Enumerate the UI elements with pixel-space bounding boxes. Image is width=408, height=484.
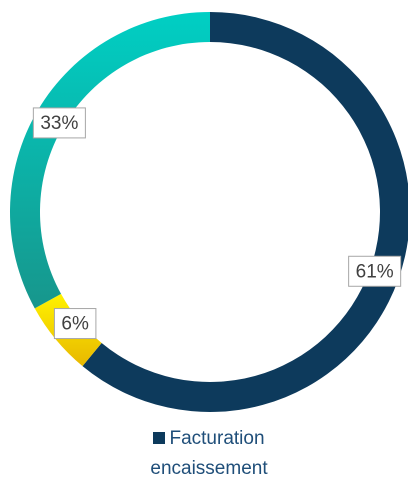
donut-segment <box>10 12 211 309</box>
data-label-box <box>32 107 86 139</box>
legend-item: Facturation encaissement <box>150 428 267 479</box>
data-label: 6% <box>53 308 97 340</box>
data-label-text: 6% <box>61 314 89 335</box>
legend: Facturation encaissement <box>114 424 304 484</box>
data-label-box <box>348 255 402 287</box>
data-label-box <box>53 308 97 340</box>
data-label: 33% <box>32 107 86 139</box>
donut-chart: 61% 6% 33% <box>10 12 408 412</box>
data-label-text: 61% <box>356 261 394 282</box>
data-label-text: 33% <box>40 113 78 134</box>
data-label: 61% <box>348 255 402 287</box>
legend-text: Facturation encaissement <box>150 428 268 479</box>
legend-swatch <box>153 432 166 444</box>
donut-segment <box>82 12 408 412</box>
